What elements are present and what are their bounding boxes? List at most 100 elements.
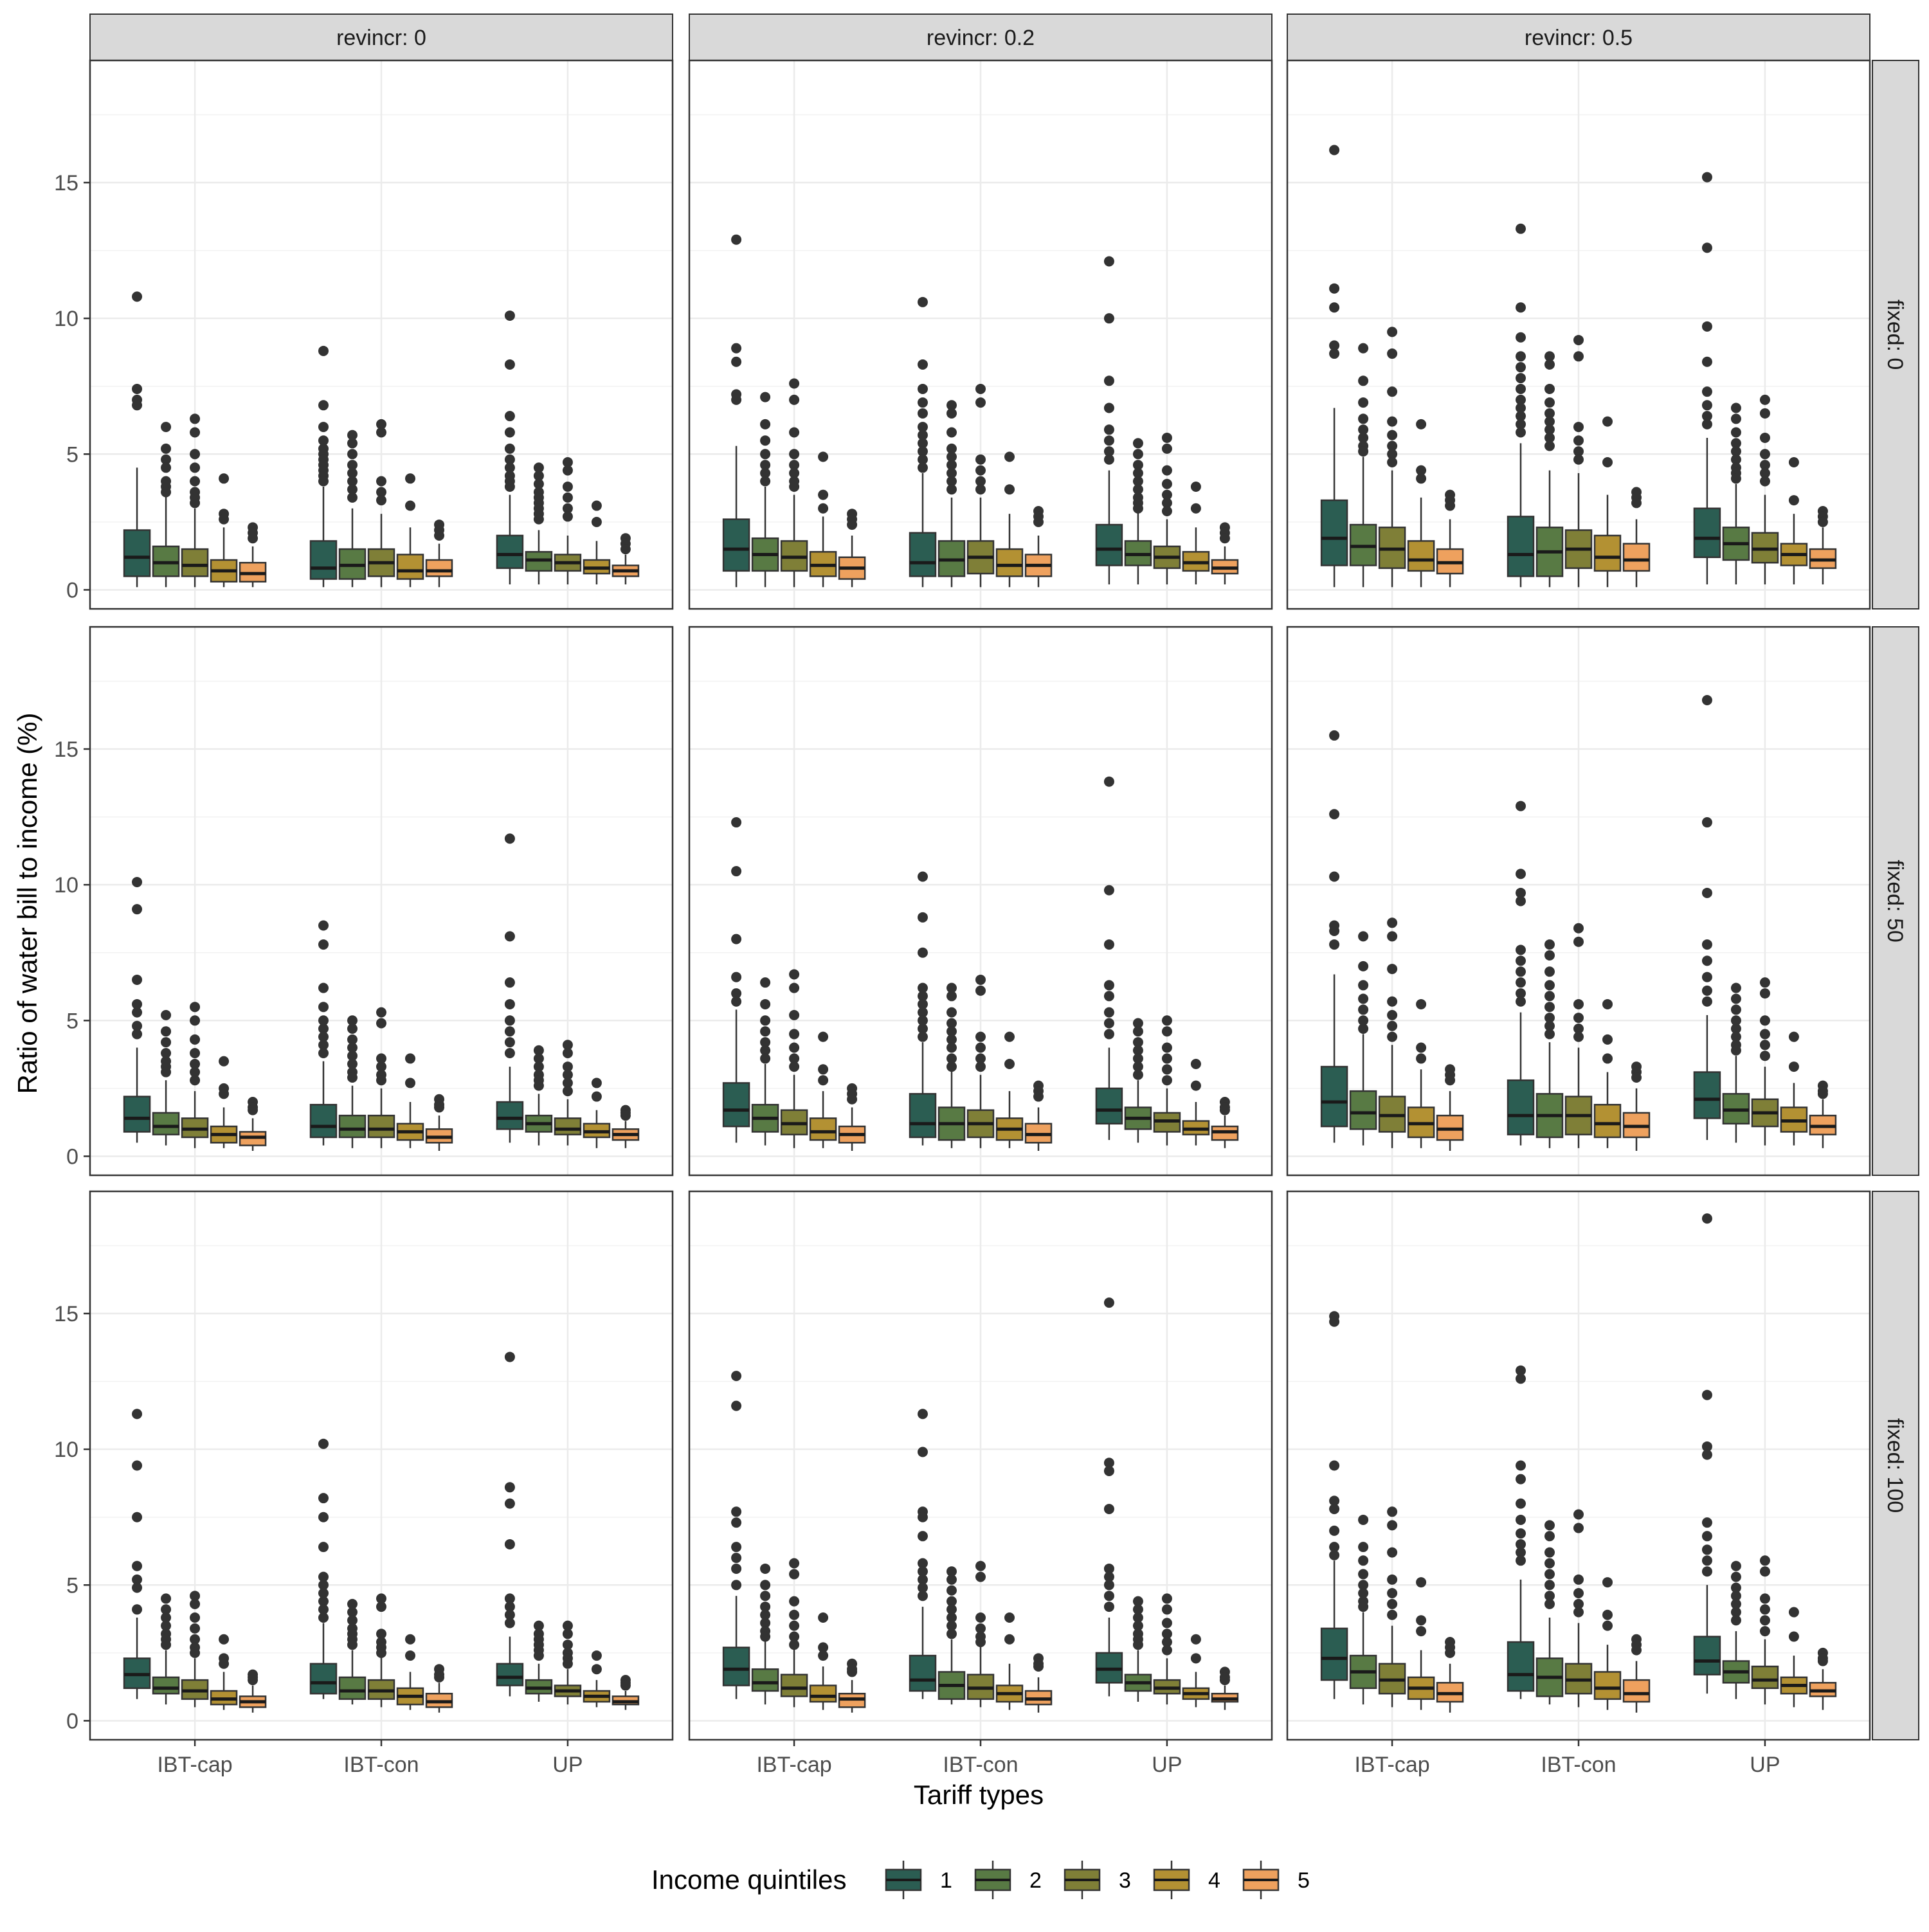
- outlier-point: [347, 1058, 358, 1069]
- box: [751, 392, 779, 588]
- box-iqr: [309, 540, 338, 580]
- outlier-point: [918, 1531, 928, 1542]
- outlier-point: [219, 1634, 230, 1645]
- outlier-point: [1219, 533, 1230, 544]
- outlier-point: [1132, 1037, 1143, 1048]
- outlier-point: [1788, 1631, 1799, 1642]
- category-group: [909, 871, 1053, 1151]
- outlier-point: [760, 1563, 771, 1574]
- box: [1124, 438, 1152, 584]
- outlier-point: [918, 1409, 928, 1420]
- outlier-point: [789, 1609, 800, 1620]
- outlier-point: [1103, 1571, 1114, 1582]
- outlier-point: [1103, 1018, 1114, 1029]
- outlier-point: [760, 1602, 771, 1612]
- outlier-point: [1416, 1053, 1427, 1064]
- outlier-point: [1759, 988, 1770, 999]
- box: [1507, 1365, 1535, 1699]
- y-tick-label: 15: [54, 171, 78, 195]
- outlier-point: [1103, 939, 1114, 950]
- outlier-point: [1329, 283, 1340, 294]
- outlier-point: [975, 1623, 986, 1634]
- outlier-point: [132, 974, 143, 985]
- box-iqr: [152, 1676, 180, 1695]
- outlier-point: [1544, 950, 1555, 961]
- box: [367, 1593, 395, 1708]
- outlier-point: [1602, 1609, 1613, 1620]
- outlier-point: [760, 977, 771, 988]
- outlier-point: [760, 1026, 771, 1037]
- outlier-point: [318, 435, 329, 446]
- box: [1320, 145, 1348, 588]
- outlier-point: [918, 1007, 928, 1018]
- outlier-point: [760, 419, 771, 429]
- outlier-point: [1358, 1555, 1369, 1566]
- outlier-point: [1103, 1465, 1114, 1476]
- row-strip-bg: [1872, 626, 1919, 1176]
- box-iqr: [1349, 1090, 1377, 1130]
- box-iqr: [123, 529, 151, 577]
- box: [367, 419, 395, 588]
- box-iqr: [722, 518, 750, 572]
- outlier-point: [731, 1517, 742, 1528]
- outlier-point: [918, 1023, 928, 1034]
- facet-panel: IBT-cap IBT-con UP: [1286, 1190, 1871, 1777]
- box: [309, 920, 338, 1146]
- outlier-point: [946, 1566, 957, 1577]
- outlier-point: [132, 1029, 143, 1040]
- outlier-point: [1329, 809, 1340, 820]
- box-iqr: [751, 1668, 779, 1692]
- outlier-point: [347, 1615, 358, 1626]
- box: [611, 1105, 640, 1148]
- row-strip-bg: [1872, 60, 1919, 609]
- outlier-point: [1701, 1517, 1712, 1528]
- outlier-point: [1190, 1653, 1201, 1664]
- outlier-point: [190, 1015, 201, 1026]
- outlier-point: [1602, 1577, 1613, 1588]
- outlier-point: [1416, 1042, 1427, 1053]
- box: [1535, 939, 1564, 1148]
- outlier-point: [1358, 446, 1369, 457]
- box: [123, 1409, 151, 1699]
- outlier-point: [1544, 424, 1555, 435]
- box: [1809, 505, 1837, 584]
- outlier-point: [219, 473, 230, 484]
- outlier-point: [731, 817, 742, 828]
- facet-panel: 0 5 10 15: [54, 59, 674, 610]
- outlier-point: [132, 1020, 143, 1031]
- outlier-point: [591, 1078, 602, 1088]
- outlier-point: [376, 1018, 386, 1029]
- outlier-point: [132, 876, 143, 887]
- box: [396, 1634, 424, 1710]
- facet-panel: IBT-cap IBT-con UP: [688, 1190, 1273, 1777]
- outlier-point: [731, 1542, 742, 1553]
- outlier-point: [760, 1618, 771, 1629]
- box-iqr: [1622, 1679, 1651, 1703]
- outlier-point: [1701, 1544, 1712, 1555]
- outlier-point: [946, 1042, 957, 1053]
- outlier-point: [1516, 351, 1526, 362]
- box: [396, 473, 424, 588]
- category-group: [1693, 695, 1837, 1148]
- panel-border: [1286, 626, 1871, 1177]
- outlier-point: [1730, 1045, 1741, 1056]
- box-iqr: [123, 1096, 151, 1133]
- outlier-point: [918, 296, 928, 307]
- outlier-point: [760, 449, 771, 460]
- outlier-point: [1759, 449, 1770, 460]
- outlier-point: [1544, 1558, 1555, 1569]
- box: [1349, 1514, 1377, 1705]
- box-iqr: [367, 1114, 395, 1139]
- outlier-point: [1788, 495, 1799, 506]
- outlier-point: [789, 1569, 800, 1580]
- outlier-point: [1516, 1498, 1526, 1509]
- outlier-point: [818, 1642, 829, 1653]
- outlier-point: [918, 454, 928, 465]
- category-group: [1693, 172, 1837, 584]
- outlier-point: [347, 429, 358, 440]
- outlier-point: [562, 481, 573, 492]
- box: [309, 345, 338, 588]
- outlier-point: [1329, 871, 1340, 882]
- outlier-point: [1701, 817, 1712, 828]
